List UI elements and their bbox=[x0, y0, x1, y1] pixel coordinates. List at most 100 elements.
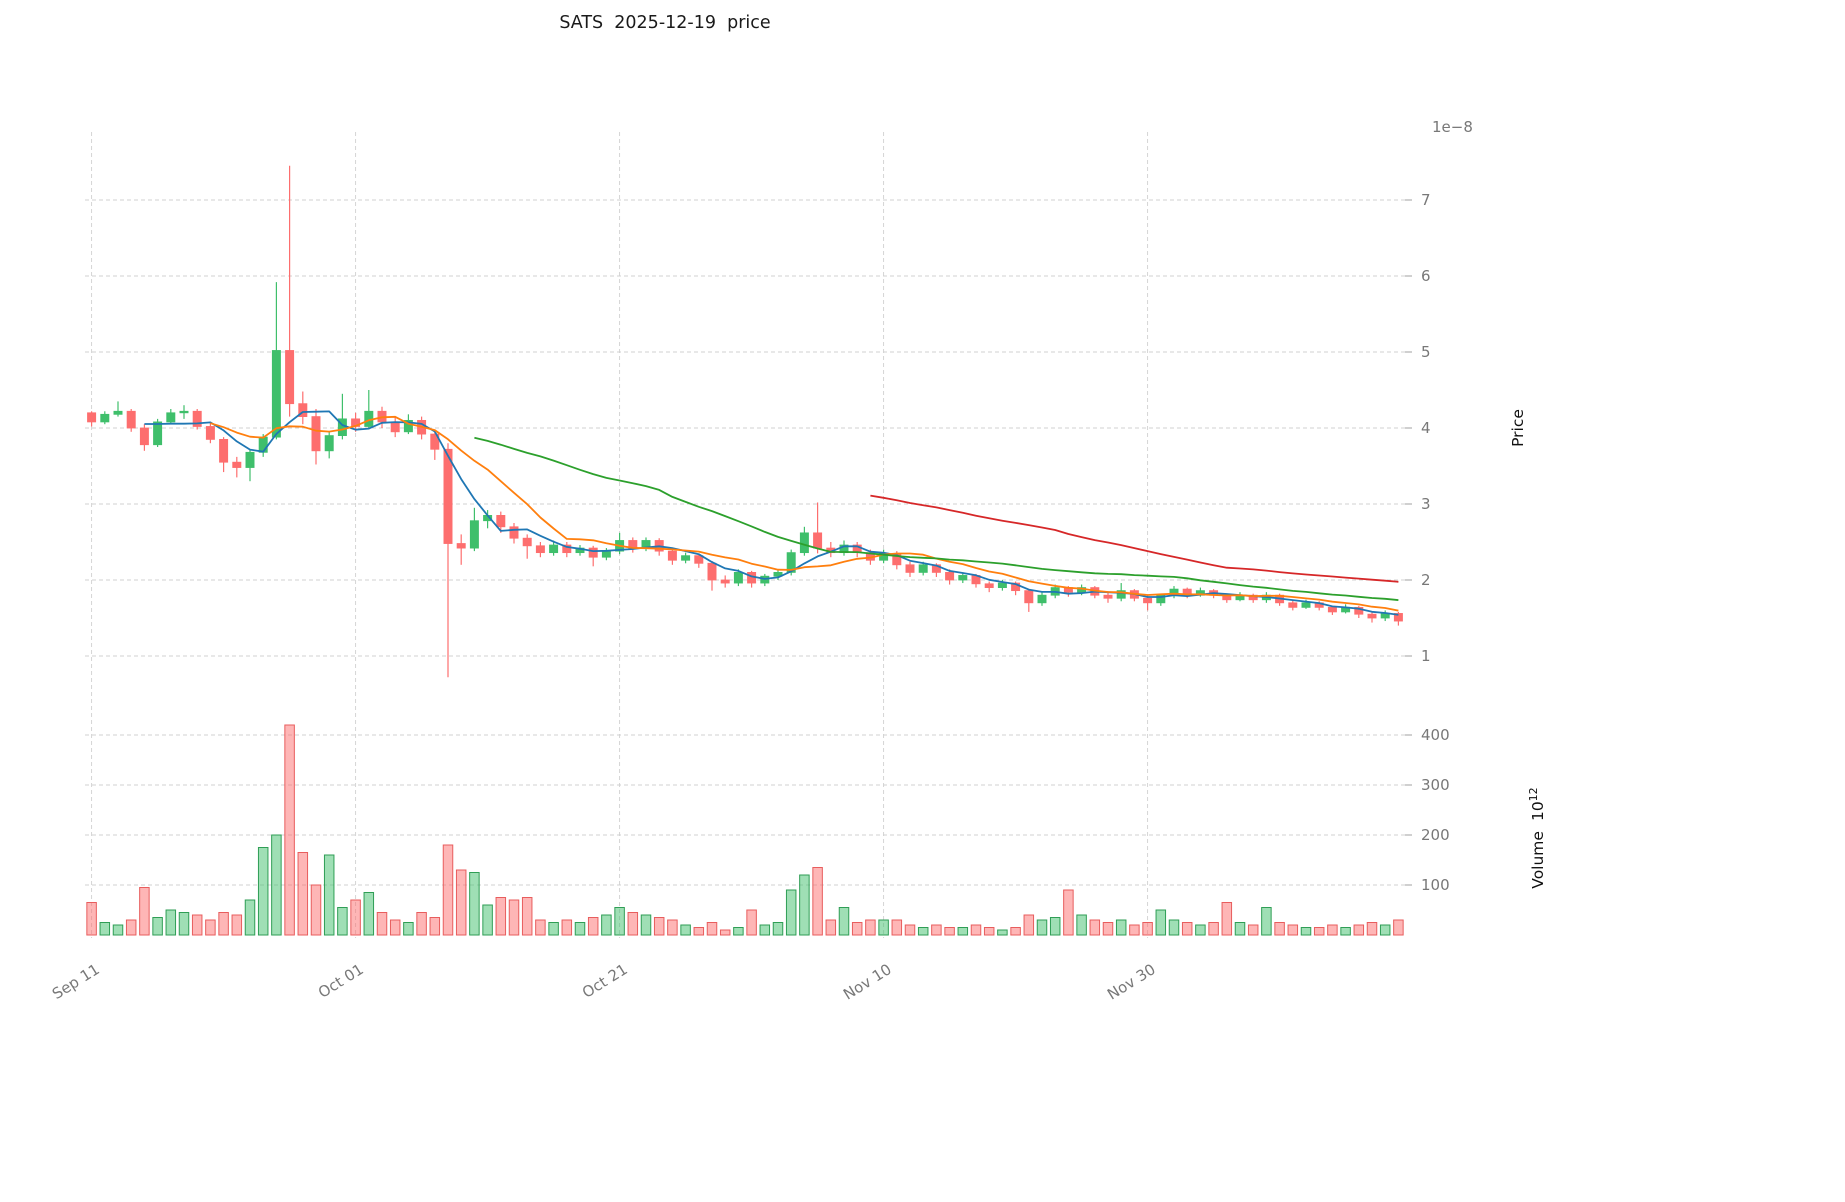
volume-bar bbox=[680, 924, 691, 936]
candle bbox=[522, 534, 532, 559]
volume-axis-unit-exponent: 12 bbox=[1527, 787, 1540, 801]
candle bbox=[760, 573, 770, 587]
volume-bar bbox=[205, 919, 216, 936]
price-tick-label: 6 bbox=[1421, 267, 1431, 285]
candle bbox=[813, 502, 823, 554]
volume-bar bbox=[1181, 922, 1193, 936]
volume-bar bbox=[455, 869, 467, 936]
volume-bar bbox=[983, 927, 995, 936]
x-tick-label: Nov 10 bbox=[840, 960, 895, 1003]
volume-axis-title-word: Volume bbox=[1529, 831, 1547, 889]
candle bbox=[100, 411, 110, 425]
volume-bar bbox=[812, 867, 823, 936]
candle bbox=[87, 411, 97, 427]
candle bbox=[1037, 592, 1047, 606]
volume-bar bbox=[614, 907, 625, 936]
volume-bar bbox=[191, 914, 203, 936]
volume-bar bbox=[1366, 922, 1378, 936]
volume-bar bbox=[1287, 924, 1299, 936]
volume-bar bbox=[865, 919, 876, 936]
candle bbox=[139, 424, 149, 451]
candle bbox=[390, 416, 400, 438]
volume-bar bbox=[1353, 924, 1365, 936]
candle bbox=[575, 545, 585, 556]
price-tick-label: 7 bbox=[1421, 191, 1431, 209]
price-tick-label: 3 bbox=[1421, 495, 1431, 513]
candle bbox=[469, 507, 479, 552]
volume-bar bbox=[231, 914, 243, 936]
candle bbox=[443, 443, 453, 678]
volume-bar bbox=[1115, 919, 1127, 936]
volume-bar bbox=[416, 912, 427, 936]
volume-bar bbox=[561, 919, 573, 936]
volume-bar bbox=[1379, 924, 1391, 936]
candle bbox=[747, 570, 757, 588]
volume-bar bbox=[759, 924, 771, 936]
volume-bar bbox=[851, 922, 863, 936]
volume-bar bbox=[574, 922, 586, 936]
volume-bar bbox=[746, 909, 757, 936]
candle bbox=[945, 569, 955, 585]
volume-tick-label: 300 bbox=[1421, 776, 1450, 794]
volume-bar bbox=[310, 884, 322, 936]
volume-bar bbox=[271, 834, 282, 936]
candle bbox=[1235, 592, 1245, 602]
volume-bar bbox=[1049, 917, 1061, 936]
volume-bar bbox=[640, 914, 652, 936]
volume-bar bbox=[997, 929, 1008, 936]
volume-bar bbox=[719, 929, 731, 936]
volume-bar bbox=[1089, 919, 1101, 936]
volume-bar bbox=[521, 897, 533, 936]
volume-bar bbox=[389, 919, 401, 936]
volume-bar bbox=[1327, 924, 1338, 936]
x-tick-label: Nov 30 bbox=[1104, 960, 1159, 1003]
volume-bar bbox=[218, 912, 229, 936]
volume-bar bbox=[337, 907, 348, 936]
volume-bar bbox=[904, 924, 916, 936]
candle bbox=[298, 391, 308, 425]
volume-bar bbox=[165, 909, 177, 936]
volume-bar bbox=[587, 917, 599, 936]
volume-bar bbox=[403, 922, 414, 936]
candle bbox=[1156, 593, 1166, 606]
volume-bar bbox=[257, 847, 269, 936]
volume-bar bbox=[1129, 924, 1140, 936]
candle bbox=[337, 393, 347, 440]
volume-bar bbox=[627, 912, 639, 936]
candle bbox=[456, 534, 466, 565]
price-tick-label: 4 bbox=[1421, 419, 1431, 437]
volume-bar bbox=[799, 874, 810, 936]
candle bbox=[430, 429, 440, 460]
candle bbox=[1341, 604, 1351, 614]
candle bbox=[958, 572, 968, 584]
gridlines bbox=[85, 132, 1405, 938]
volume-bar bbox=[442, 844, 454, 936]
volume-bar bbox=[601, 914, 612, 936]
volume-bar bbox=[99, 922, 111, 936]
volume-bar bbox=[244, 899, 256, 936]
candle bbox=[271, 282, 281, 440]
candle bbox=[562, 542, 572, 558]
x-tick-label: Sep 11 bbox=[49, 960, 103, 1003]
volume-bar bbox=[1313, 927, 1325, 936]
volume-bar bbox=[1102, 922, 1114, 936]
candle bbox=[1367, 611, 1377, 623]
volume-bar bbox=[891, 919, 903, 936]
candle bbox=[905, 561, 915, 577]
ma-line-60 bbox=[870, 494, 1399, 583]
candle bbox=[852, 542, 862, 558]
volume-bar bbox=[917, 927, 929, 936]
moving-average-lines bbox=[144, 410, 1399, 616]
candle bbox=[535, 542, 545, 558]
candle bbox=[1288, 599, 1298, 611]
volume-tick-label: 200 bbox=[1421, 826, 1450, 844]
candle bbox=[166, 409, 176, 425]
volume-bar bbox=[1155, 909, 1167, 936]
volume-bar bbox=[1221, 902, 1233, 936]
volume-bar bbox=[653, 917, 665, 936]
volume-bar bbox=[297, 852, 309, 936]
volume-bar bbox=[112, 924, 124, 936]
volume-bar bbox=[495, 897, 507, 936]
volume-bar bbox=[1208, 922, 1219, 936]
